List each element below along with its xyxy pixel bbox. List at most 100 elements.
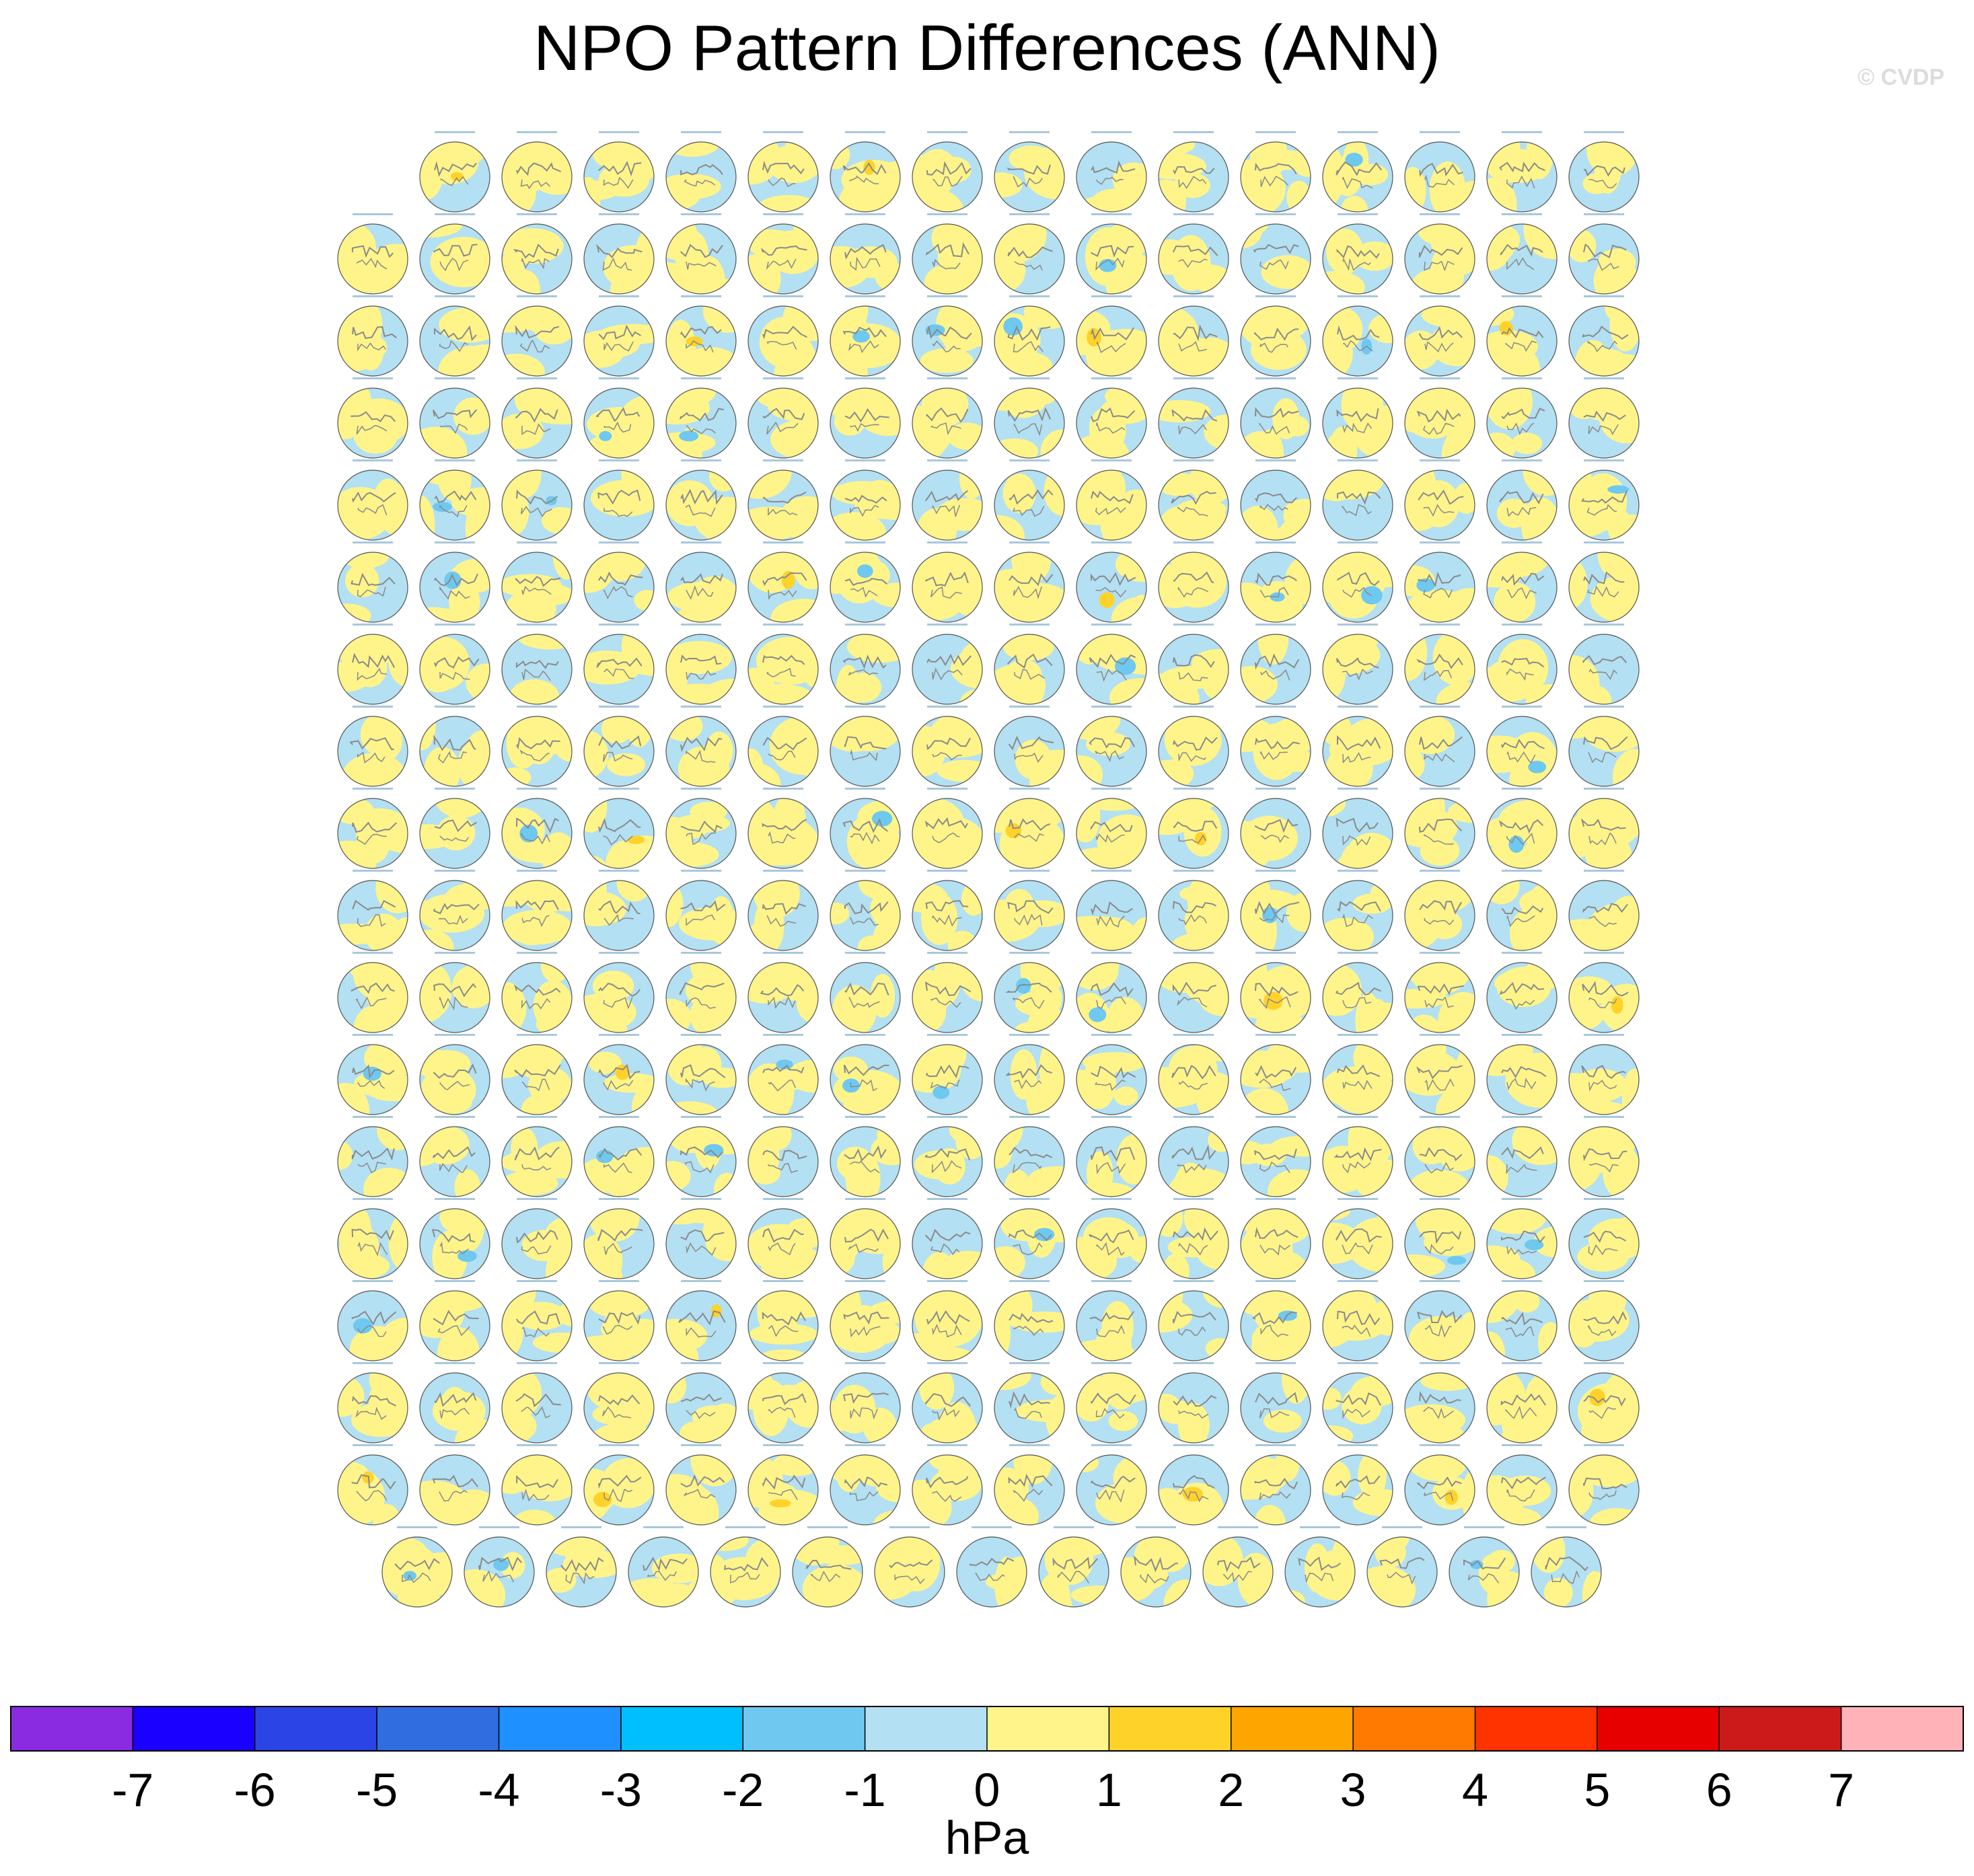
colorbar-tick-label: -5 [356, 1764, 398, 1816]
npo-map-panel [1568, 788, 1640, 869]
npo-map-panel [665, 131, 737, 213]
npo-map-panel [830, 870, 901, 951]
npo-map-panel [337, 213, 408, 295]
npo-map-panel [1486, 295, 1558, 377]
npo-map-panel [1404, 1280, 1475, 1361]
npo-map-panel [994, 870, 1065, 951]
npo-map-panel [1404, 1198, 1475, 1279]
npo-map-panel [830, 952, 901, 1033]
npo-map-panel [1568, 213, 1640, 295]
npo-map-panel [830, 788, 901, 869]
npo-map-panel [1240, 1444, 1311, 1526]
npo-map-panel [1568, 1280, 1640, 1361]
npo-map-panel [1158, 1362, 1229, 1443]
npo-map-panel [1240, 377, 1311, 459]
colorbar-tick-label: 5 [1584, 1764, 1610, 1816]
npo-map-panel [583, 1034, 655, 1115]
npo-map-panel [1076, 1116, 1147, 1197]
npo-map-panel [1404, 459, 1475, 541]
colorbar-tick-label: 0 [974, 1764, 1000, 1816]
npo-map-panel [912, 788, 983, 869]
colorbar-segment [620, 1706, 743, 1751]
npo-map-panel [1568, 1362, 1640, 1443]
npo-map-panel [956, 1526, 1027, 1608]
npo-map-panel [546, 1526, 617, 1608]
npo-map-panel [1158, 1034, 1229, 1115]
chart-title: NPO Pattern Differences (ANN) [534, 12, 1440, 84]
npo-map-panel [1158, 788, 1229, 869]
npo-map-panel [419, 131, 490, 213]
colorbar-segment [254, 1706, 377, 1751]
npo-map-panel [1240, 952, 1311, 1033]
npo-map-panel [1322, 1444, 1393, 1526]
npo-map-panel [1158, 1198, 1229, 1279]
npo-map-panel [1158, 295, 1229, 377]
colorbar-tick-label: 6 [1706, 1764, 1732, 1816]
npo-map-panel [501, 1116, 573, 1197]
colorbar-tick-label: 1 [1096, 1764, 1122, 1816]
npo-map-panel [830, 1116, 901, 1197]
colorbar-segment [499, 1706, 622, 1751]
npo-map-panel [830, 213, 901, 295]
npo-map-panel [419, 1034, 490, 1115]
colorbar-segment [1841, 1706, 1964, 1751]
npo-map-panel [337, 624, 408, 705]
npo-map-panel [994, 1444, 1065, 1526]
npo-map-panel [1449, 1526, 1520, 1608]
npo-map-panel [1158, 624, 1229, 705]
npo-map-panel [1322, 1116, 1393, 1197]
npo-map-panel [419, 1280, 490, 1361]
npo-map-panel [994, 377, 1065, 459]
panel-grid [337, 131, 1640, 1608]
npo-map-panel [381, 1526, 453, 1608]
npo-map-panel [1076, 1444, 1147, 1526]
npo-map-panel [1486, 706, 1558, 787]
npo-map-panel [501, 131, 573, 213]
npo-map-panel [419, 1362, 490, 1443]
npo-map-panel [1568, 1198, 1640, 1279]
npo-map-panel [665, 1198, 737, 1279]
npo-map-panel [1076, 131, 1147, 213]
npo-map-panel [665, 459, 737, 541]
npo-map-panel [501, 1034, 573, 1115]
npo-map-panel [1404, 1116, 1475, 1197]
npo-map-panel [665, 1444, 737, 1526]
npo-map-panel [1158, 1116, 1229, 1197]
npo-map-panel [994, 624, 1065, 705]
npo-map-panel [1404, 295, 1475, 377]
colorbar-tick-label: 2 [1218, 1764, 1244, 1816]
npo-map-panel [994, 788, 1065, 869]
npo-map-panel [1322, 624, 1393, 705]
colorbar-segment [1475, 1706, 1598, 1751]
npo-map-panel [830, 1362, 901, 1443]
npo-map-panel [1240, 131, 1311, 213]
npo-map-panel [1076, 952, 1147, 1033]
npo-map-panel [1486, 952, 1558, 1033]
npo-map-panel [583, 541, 655, 623]
npo-map-panel [665, 1280, 737, 1361]
npo-map-panel [1568, 952, 1640, 1033]
colorbar-tick-label: -2 [722, 1764, 764, 1816]
colorbar-segment [1353, 1706, 1475, 1751]
npo-map-panel [1486, 541, 1558, 623]
npo-map-panel [1076, 1362, 1147, 1443]
colorbar-segment [11, 1706, 133, 1751]
npo-map-panel [1076, 1198, 1147, 1279]
npo-map-panel [830, 624, 901, 705]
npo-map-panel [874, 1526, 945, 1608]
npo-map-panel [1486, 1362, 1558, 1443]
npo-map-panel [501, 952, 573, 1033]
npo-map-panel [830, 1198, 901, 1279]
npo-map-panel [1404, 377, 1475, 459]
npo-map-panel [1076, 788, 1147, 869]
colorbar-tick-label: 3 [1340, 1764, 1366, 1816]
npo-map-panel [337, 1444, 408, 1526]
npo-map-panel [583, 295, 655, 377]
npo-map-panel [1486, 624, 1558, 705]
colorbar-segment [133, 1706, 256, 1751]
npo-map-panel [1158, 459, 1229, 541]
colorbar-tick-label: -3 [600, 1764, 642, 1816]
npo-map-panel [830, 459, 901, 541]
npo-map-panel [912, 1444, 983, 1526]
